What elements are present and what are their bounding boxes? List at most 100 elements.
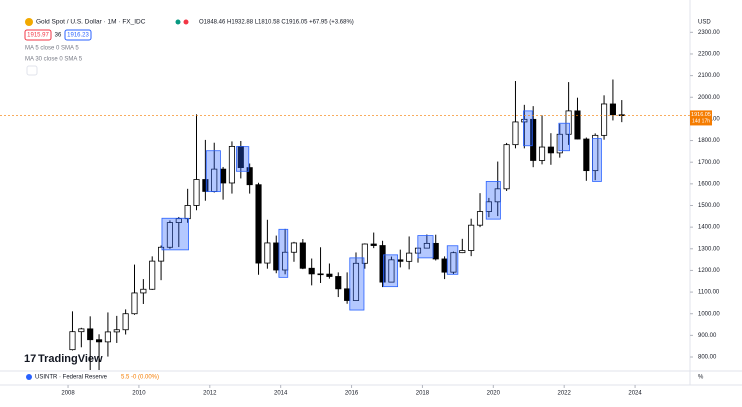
candle-body: [104, 331, 111, 343]
x-tick-label: 2016: [345, 391, 359, 397]
candle-body: [547, 146, 554, 154]
drawing-box: [417, 235, 434, 259]
candle-body: [122, 313, 129, 331]
y-tick-label: 1400.00: [698, 225, 720, 231]
indicator-label[interactable]: MA 30 close 0 SMA 5: [25, 57, 83, 63]
candle-body: [601, 103, 608, 136]
x-tick-label: 2014: [274, 391, 288, 397]
candle-body: [273, 242, 280, 271]
y-tick-label: 1500.00: [698, 203, 720, 209]
candle-body: [175, 218, 182, 223]
candle-body: [308, 267, 315, 275]
status-dot: [175, 19, 181, 25]
y-tick-label: 2200.00: [698, 52, 720, 58]
candle-body: [78, 328, 85, 333]
buy-button[interactable]: [64, 29, 92, 41]
candle-body: [406, 252, 413, 262]
countdown: 14d 17h: [692, 118, 710, 124]
candle-body: [503, 144, 510, 190]
candle-body: [166, 222, 173, 248]
x-tick-label: 2020: [487, 391, 501, 397]
x-tick-label: 2022: [558, 391, 572, 397]
candle-body: [530, 118, 537, 161]
candle-body: [255, 184, 262, 264]
y-tick-label: 1300.00: [698, 246, 720, 252]
candle-body: [583, 138, 590, 172]
candle-body: [459, 250, 466, 254]
chart-title[interactable]: Gold Spot / U.S. Dollar · 1M · FX_IDC: [36, 19, 146, 26]
candle-body: [512, 121, 519, 146]
candle-body: [131, 292, 138, 315]
y-tick-label: 2100.00: [698, 73, 720, 79]
candle-body: [397, 259, 404, 262]
candle-body: [158, 246, 165, 262]
indicator-label[interactable]: MA 5 close 0 SMA 5: [25, 46, 79, 52]
drawing-box: [446, 245, 459, 275]
lower-panel-unit: %: [698, 375, 704, 381]
symbol-icon: [25, 18, 33, 26]
x-tick-label: 2012: [203, 391, 217, 397]
candle-body: [299, 242, 306, 269]
candle-body: [335, 276, 342, 290]
candle-body: [450, 252, 457, 273]
candle-body: [193, 179, 200, 206]
drawing-box: [592, 138, 602, 182]
candle-body: [476, 211, 484, 226]
candle-body: [352, 262, 360, 301]
drawing-box: [558, 122, 570, 152]
candle-body: [140, 288, 147, 294]
candle-body: [388, 259, 395, 283]
bid[interactable]: 1915.97: [27, 33, 49, 39]
candle-body: [370, 243, 377, 246]
candle-body: [202, 179, 209, 192]
y-tick-label: 1700.00: [698, 160, 720, 166]
drawing-box: [485, 181, 501, 220]
candle-body: [565, 110, 572, 135]
ohlc: O1848.46 H1932.88 L1810.58 C1916.05 +67.…: [199, 20, 354, 26]
last-price-label: 1916.05: [691, 112, 711, 118]
collapse-button[interactable]: [26, 65, 38, 76]
candle-body: [468, 224, 475, 251]
candle-body: [317, 273, 324, 276]
status-dot: [183, 19, 189, 25]
y-tick-label: 1100.00: [698, 290, 720, 296]
candle-body: [361, 243, 368, 264]
brand: TradingView: [38, 353, 103, 365]
last-price-tag: [690, 110, 712, 126]
x-tick-label: 2008: [61, 391, 75, 397]
candle-body: [264, 242, 271, 264]
drawing-box: [205, 150, 221, 193]
sell-button[interactable]: [24, 29, 52, 41]
candle-body: [609, 103, 616, 116]
candle-body: [113, 329, 120, 333]
candle-body: [379, 245, 386, 283]
drawing-box: [523, 110, 533, 147]
x-tick-label: 2024: [628, 391, 642, 397]
plot-area: [69, 79, 625, 370]
y-tick-label: 1600.00: [698, 181, 720, 187]
candle-body: [574, 110, 581, 140]
x-tick-label: 2010: [132, 391, 146, 397]
lower-panel-name: USINTR · Federal Reserve: [35, 375, 108, 381]
currency[interactable]: USD: [698, 20, 711, 26]
drawing-box: [278, 228, 289, 278]
x-tick-label: 2018: [416, 391, 430, 397]
candle-body: [87, 328, 94, 341]
ask[interactable]: 1916.23: [67, 33, 89, 39]
candle-body: [556, 133, 563, 154]
y-tick-label: 2300.00: [698, 30, 720, 36]
candle-body: [326, 273, 333, 277]
candle-body: [538, 146, 546, 161]
drawing-box: [161, 217, 189, 251]
candle-body: [441, 258, 448, 273]
indicator-icon: [26, 374, 32, 380]
y-tick-label: 2000.00: [698, 95, 720, 101]
candle-body: [344, 288, 351, 301]
candle-body: [149, 260, 156, 290]
spread: 36: [55, 33, 62, 39]
candle-body: [220, 168, 227, 184]
lower-panel-value: 5.5 -0 (0.00%): [121, 375, 159, 381]
candle-body: [246, 167, 253, 186]
y-tick-label: 1800.00: [698, 138, 720, 144]
